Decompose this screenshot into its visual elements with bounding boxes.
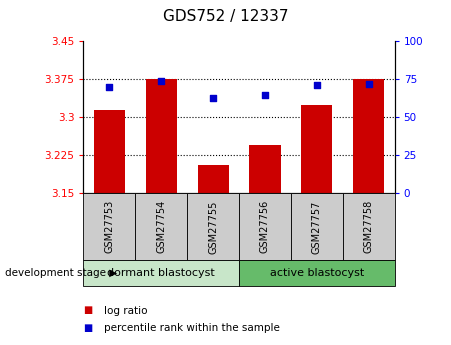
Text: GSM27754: GSM27754 — [156, 200, 166, 254]
Text: ■: ■ — [83, 323, 93, 333]
Text: GSM27756: GSM27756 — [260, 200, 270, 254]
Bar — [146, 79, 177, 193]
Bar — [353, 79, 384, 193]
Point — [261, 92, 268, 97]
Point — [209, 95, 216, 100]
Text: percentile rank within the sample: percentile rank within the sample — [104, 323, 280, 333]
Text: log ratio: log ratio — [104, 306, 147, 315]
Bar — [198, 165, 229, 193]
Text: GSM27758: GSM27758 — [364, 200, 374, 254]
Text: ■: ■ — [83, 306, 93, 315]
Text: GSM27753: GSM27753 — [104, 200, 115, 254]
Bar — [94, 110, 125, 193]
Text: GDS752 / 12337: GDS752 / 12337 — [163, 9, 288, 24]
Point — [313, 83, 320, 88]
Point — [106, 84, 113, 90]
Point — [158, 78, 165, 83]
Text: development stage ▶: development stage ▶ — [5, 268, 117, 278]
Bar — [249, 145, 281, 193]
Text: dormant blastocyst: dormant blastocyst — [107, 268, 215, 278]
Bar — [301, 105, 332, 193]
Point — [365, 81, 373, 87]
Text: active blastocyst: active blastocyst — [270, 268, 364, 278]
Text: GSM27757: GSM27757 — [312, 200, 322, 254]
Text: GSM27755: GSM27755 — [208, 200, 218, 254]
